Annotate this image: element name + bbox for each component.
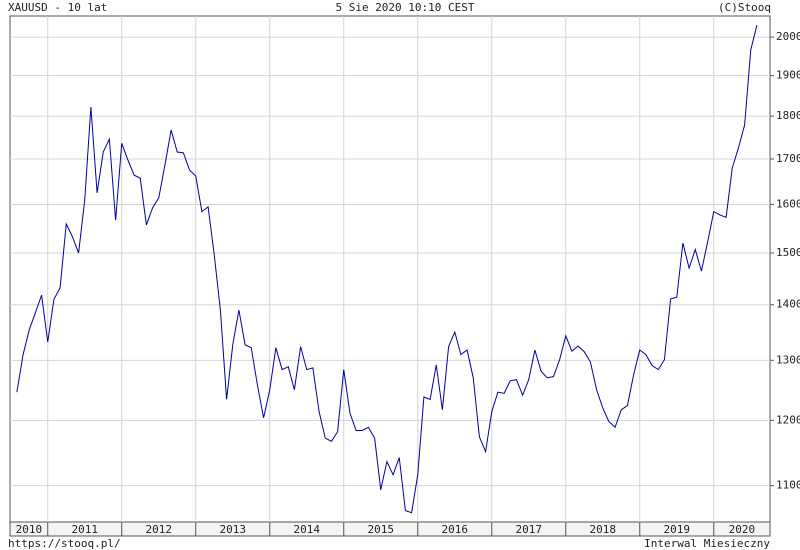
y-tick-label: 2000 [776,30,800,43]
x-tick-label: 2020 [729,523,756,536]
y-tick-label: 1100 [776,479,800,492]
y-tick-label: 1800 [776,109,800,122]
y-tick-label: 1300 [776,353,800,366]
y-tick-label: 1600 [776,198,800,211]
y-tick-label: 1500 [776,246,800,259]
x-tick-label: 2019 [664,523,691,536]
y-tick-label: 1200 [776,413,800,426]
price-line [16,25,758,514]
chart-date: 5 Sie 2020 10:10 CEST [335,1,474,14]
interval-label: Interwal Miesieczny [644,537,770,550]
chart-title: XAUUSD - 10 lat [8,1,107,14]
x-tick-label: 2017 [516,523,543,536]
x-tick-label: 2014 [293,523,320,536]
x-tick-label: 2010 [16,523,43,536]
x-tick-label: 2011 [71,523,98,536]
y-tick-label: 1900 [776,69,800,82]
copyright: (C)Stooq [718,1,771,14]
x-tick-label: 2016 [442,523,469,536]
plot-area [9,15,771,523]
y-tick-label: 1400 [776,298,800,311]
x-axis-band [9,521,771,537]
x-tick-label: 2015 [367,523,394,536]
x-tick-label: 2018 [590,523,617,536]
source-url: https://stooq.pl/ [8,537,121,550]
y-tick-label: 1700 [776,152,800,165]
x-tick-label: 2013 [219,523,246,536]
x-tick-label: 2012 [145,523,172,536]
